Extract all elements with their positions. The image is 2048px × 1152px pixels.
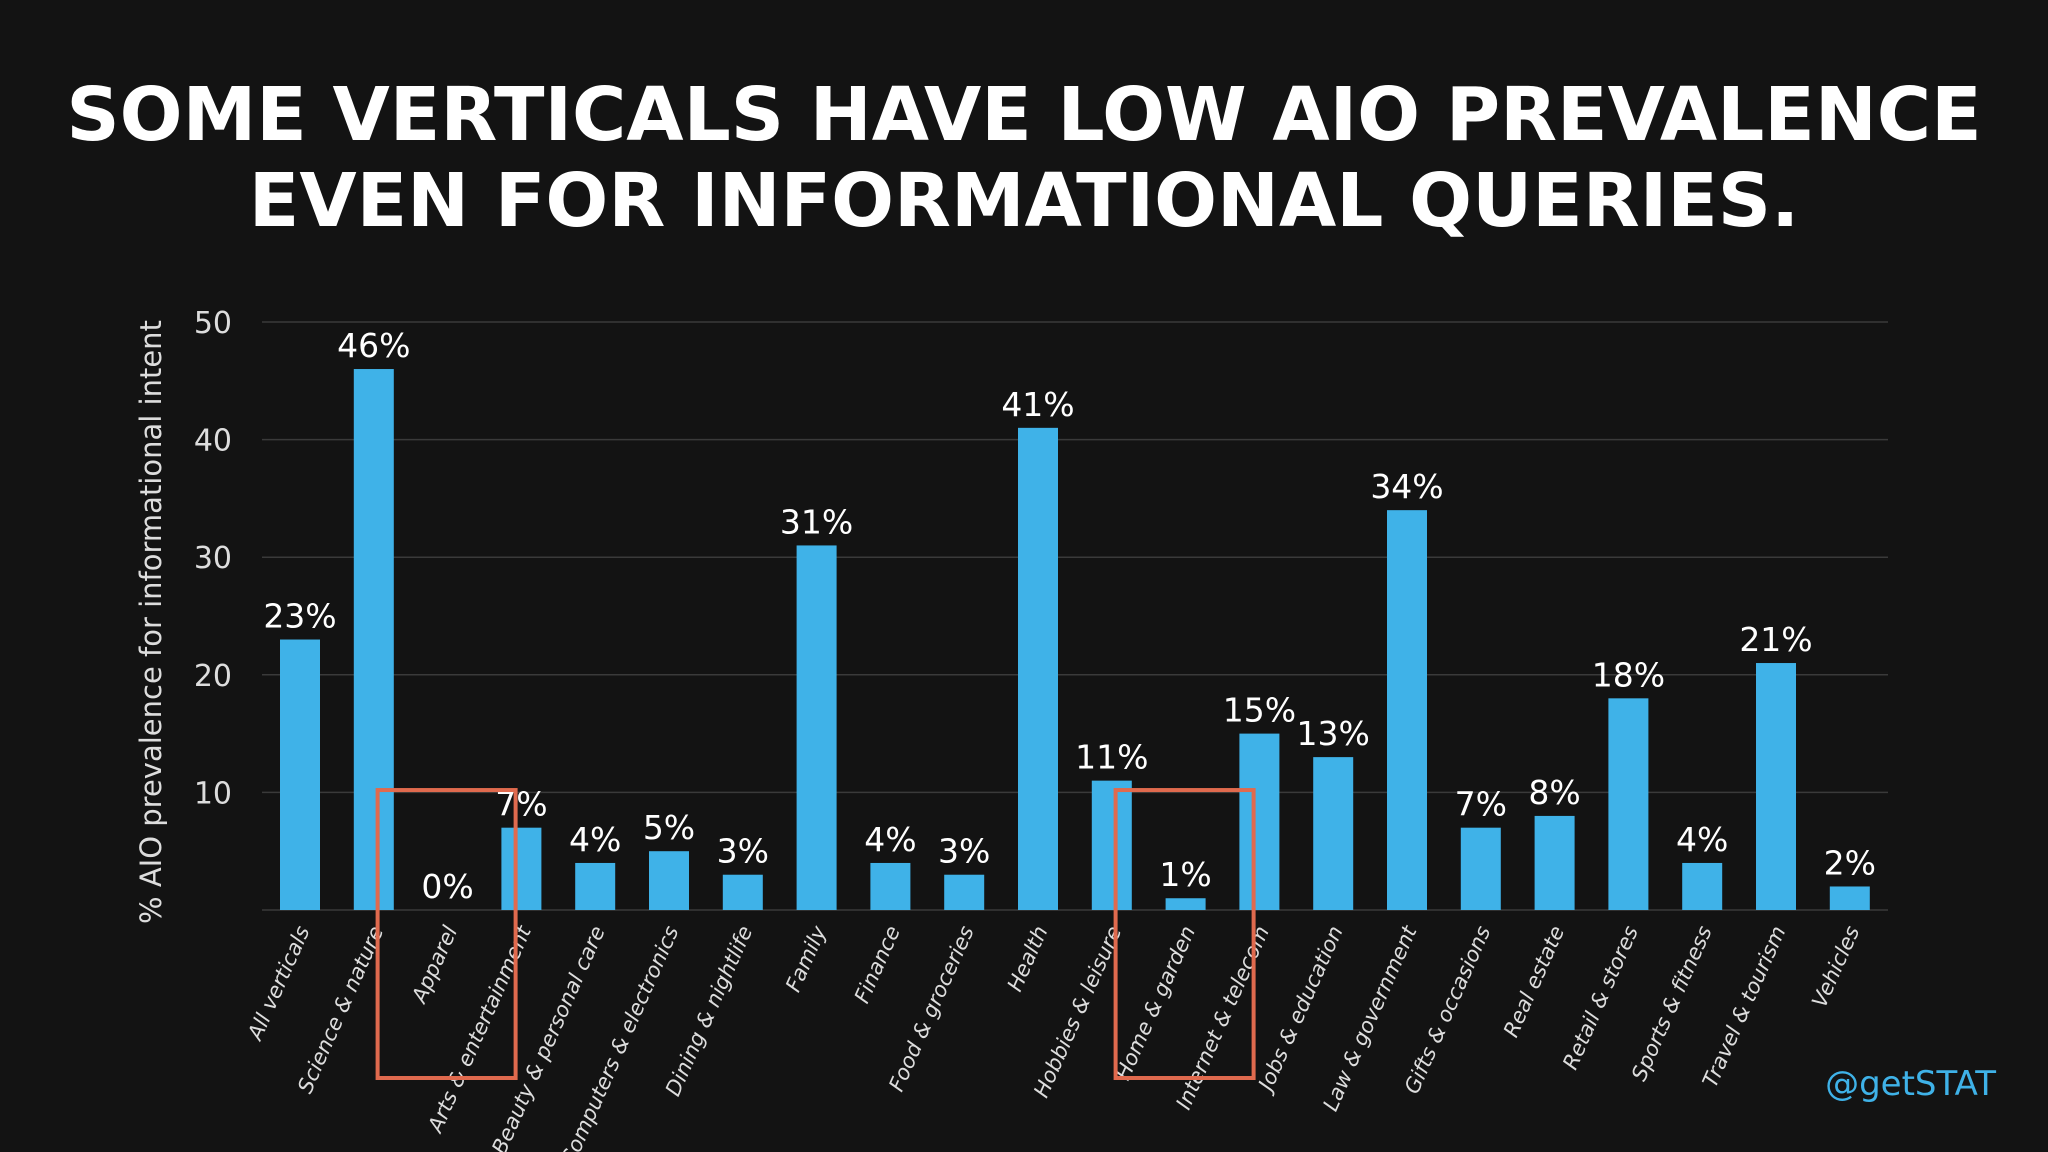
data-label: 21% (1739, 620, 1812, 659)
data-label: 1% (1159, 855, 1211, 894)
category-label: Retail & stores (1558, 922, 1643, 1073)
bar (649, 851, 689, 910)
bar (1460, 827, 1501, 910)
y-tick-label: 20 (194, 659, 232, 694)
data-label: 5% (643, 808, 695, 847)
data-label: 4% (1676, 820, 1728, 859)
bar (1682, 862, 1723, 910)
data-label: 4% (569, 820, 621, 859)
data-label: 41% (1001, 385, 1074, 424)
category-label: Sports & fitness (1627, 922, 1717, 1084)
category-label: Science & nature (293, 922, 388, 1097)
bar (1165, 898, 1206, 910)
bar (1608, 698, 1649, 910)
category-label: Family (781, 922, 831, 996)
y-axis-title: % AIO prevalence for informational inten… (134, 320, 168, 924)
category-label: Vehicles (1807, 922, 1864, 1011)
data-label: 0% (421, 867, 473, 906)
data-label: 11% (1075, 738, 1148, 777)
bar (1091, 780, 1132, 910)
data-label: 4% (864, 820, 916, 859)
bar (1829, 886, 1870, 910)
data-label: 18% (1592, 655, 1665, 694)
bar (1534, 815, 1575, 910)
data-label: 8% (1528, 773, 1580, 812)
data-label: 15% (1223, 691, 1296, 730)
category-label: Home & garden (1111, 922, 1201, 1084)
y-axis-ticks: 10 20 30 40 50 (194, 306, 232, 811)
bar (353, 369, 394, 910)
bar (870, 862, 911, 910)
highlight-boxes (375, 788, 1256, 1080)
category-label: Real estate (1499, 922, 1569, 1040)
category-label: Travel & tourism (1698, 922, 1791, 1091)
bar (501, 827, 542, 910)
bar (1756, 663, 1796, 910)
highlight-box (1113, 788, 1256, 1080)
data-label: 34% (1370, 467, 1443, 506)
bars (280, 369, 1870, 910)
bar (1387, 510, 1427, 910)
data-label: 3% (938, 832, 990, 871)
slide-title-line-1: SOME VERTICALS HAVE LOW AIO PREVALENCE (66, 72, 1982, 158)
highlight-box (375, 788, 518, 1080)
category-label: Health (1003, 922, 1053, 995)
category-label: Apparel (406, 922, 462, 1008)
data-label: 31% (780, 502, 853, 541)
bar (722, 874, 763, 910)
data-labels: 23% 46% 0% 7% 4% 5% 3% 31% 4% 3% 41% 11% 1% 15%13% 34%… (263, 326, 1876, 906)
data-label: 7% (1455, 785, 1507, 824)
y-tick-label: 30 (194, 541, 232, 576)
data-label: 2% (1824, 843, 1876, 882)
bar (944, 874, 985, 910)
bar (796, 545, 837, 910)
data-label: 3% (717, 832, 769, 871)
slide-title-line-2: EVEN FOR INFORMATIONAL QUERIES. (248, 158, 1800, 244)
category-label: All verticals (242, 922, 314, 1045)
category-label: Finance (850, 922, 905, 1007)
data-label: 13% (1297, 714, 1370, 753)
bar (1018, 427, 1058, 910)
data-label: 46% (337, 326, 410, 365)
bar (280, 639, 320, 910)
bar (1239, 733, 1280, 910)
bar (1313, 757, 1354, 910)
data-label: 23% (263, 597, 336, 636)
twitter-handle: @getSTAT (1825, 1064, 1996, 1104)
category-label: Food & groceries (884, 922, 979, 1095)
y-tick-label: 10 (194, 776, 232, 811)
y-tick-label: 50 (194, 306, 232, 341)
bar (575, 862, 616, 910)
y-tick-label: 40 (194, 424, 232, 459)
